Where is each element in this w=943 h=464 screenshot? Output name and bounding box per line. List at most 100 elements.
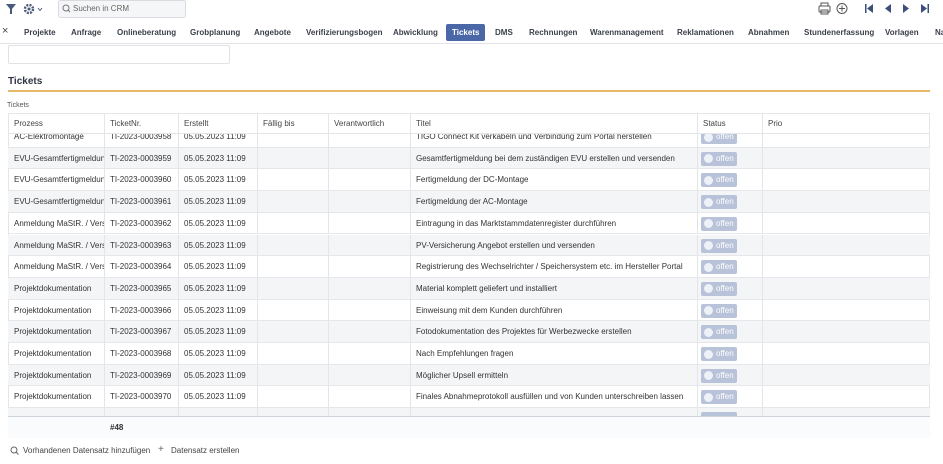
print-icon[interactable]: [818, 2, 831, 15]
prev-icon[interactable]: [885, 4, 891, 13]
tab[interactable]: Tickets: [446, 24, 486, 41]
status-knob: [704, 134, 713, 142]
column-divider: [257, 113, 258, 133]
cell-ticket-nr: TI-2023-0003963: [110, 240, 172, 250]
tab[interactable]: Na: [935, 28, 943, 37]
section-title: Tickets: [8, 76, 43, 87]
status-badge[interactable]: offen: [701, 173, 737, 188]
cell-titel: Fertigmeldung der AC-Montage: [416, 197, 528, 207]
link-icon: [10, 446, 19, 455]
tab[interactable]: Vorlagen: [885, 28, 919, 37]
table-row[interactable]: Anmeldung MaStR. / Versic TI-2023-0003962…: [8, 212, 930, 235]
table-row[interactable]: Projektdokumentation TI-2023-0003970 05.05…: [8, 386, 930, 409]
tab[interactable]: Abwicklung: [393, 28, 438, 37]
column-divider: [410, 134, 411, 147]
table-row[interactable]: Projektdokumentation TI-2023-0003968 05.05…: [8, 343, 930, 365]
column-divider: [328, 321, 329, 342]
column-divider: [410, 147, 411, 169]
table-row[interactable]: Projektdokumentation TI-2023-0003965 05.05…: [8, 277, 930, 300]
column-divider: [697, 299, 698, 321]
first-icon[interactable]: [865, 4, 873, 13]
column-header[interactable]: Verantwortlich: [334, 119, 385, 128]
column-divider: [762, 212, 763, 234]
column-divider: [410, 321, 411, 342]
column-divider: [104, 113, 105, 133]
last-icon[interactable]: [921, 4, 929, 13]
table-row[interactable]: EVU-Gesamtfertigmeldung TI-2023-0003959 05…: [8, 147, 930, 170]
tab[interactable]: Verifizierungsbogen: [306, 28, 383, 37]
tab[interactable]: Projekte: [24, 28, 56, 37]
filter-input[interactable]: [8, 45, 230, 64]
cell-ticket-nr: TI-2023-0003968: [110, 349, 172, 358]
tab[interactable]: Reklamationen: [677, 28, 734, 37]
tab[interactable]: DMS: [495, 28, 513, 37]
search-box[interactable]: [58, 0, 186, 18]
filter-icon[interactable]: [6, 4, 16, 14]
add-existing-link[interactable]: Vorhandenen Datensatz hinzufügen: [23, 446, 151, 455]
tab[interactable]: Warenmanagement: [590, 28, 664, 37]
status-badge[interactable]: offen: [701, 303, 737, 318]
cell-erstellt: 05.05.2023 11:09: [184, 392, 246, 402]
status-badge[interactable]: offen: [701, 260, 737, 275]
table-row[interactable]: Projektdokumentation TI-2023-0003969 05.05…: [8, 364, 930, 387]
status-badge[interactable]: offen: [701, 216, 737, 231]
status-knob: [704, 371, 713, 381]
tab[interactable]: Angebote: [254, 28, 291, 37]
status-badge[interactable]: offen: [701, 238, 737, 253]
status-badge[interactable]: offen: [701, 347, 737, 361]
close-tab[interactable]: ×: [2, 25, 9, 37]
column-divider: [762, 408, 763, 416]
column-header[interactable]: Status: [703, 119, 726, 128]
status-knob: [704, 241, 713, 250]
column-header[interactable]: Erstellt: [184, 119, 209, 128]
status-knob: [704, 306, 713, 316]
column-divider: [104, 212, 105, 234]
tab[interactable]: Abnahmen: [748, 28, 790, 37]
status-badge[interactable]: offen: [701, 325, 737, 340]
status-badge[interactable]: offen: [701, 195, 737, 210]
table-row[interactable]: Anmeldung MaStR. / Versic TI-2023-0003964…: [8, 256, 930, 278]
tab[interactable]: Onlineberatung: [117, 28, 177, 37]
column-divider: [328, 134, 329, 147]
status-badge[interactable]: offen: [701, 390, 737, 405]
tab[interactable]: Grobplanung: [190, 28, 241, 37]
table-row[interactable]: Anmeldung MaStR. / Versic TI-2023-0003963…: [8, 234, 930, 257]
cell-erstellt: 05.05.2023 11:09: [184, 327, 246, 337]
column-divider: [328, 212, 329, 234]
table-body: AC-Elektromontage TI-2023-0003958 05.05.20…: [0, 134, 943, 416]
column-divider: [697, 256, 698, 277]
status-knob: [704, 197, 713, 207]
next-icon[interactable]: [903, 4, 909, 13]
settings-caret[interactable]: [37, 7, 43, 12]
add-icon[interactable]: [836, 3, 848, 14]
column-header[interactable]: Titel: [416, 119, 431, 128]
cell-ticket-nr: TI-2023-0003960: [110, 175, 172, 185]
table-row[interactable]: AC-Elektromontage TI-2023-0003958 05.05.20…: [8, 134, 930, 148]
column-header[interactable]: TicketNr.: [110, 119, 142, 128]
table-row[interactable]: [8, 408, 930, 416]
table-row[interactable]: Projektdokumentation TI-2023-0003967 05.05…: [8, 321, 930, 343]
status-text: offen: [716, 370, 734, 380]
column-header[interactable]: Prio: [768, 119, 783, 128]
create-link[interactable]: Datensatz erstellen: [171, 446, 240, 455]
status-badge[interactable]: offen: [701, 281, 737, 296]
status-badge[interactable]: offen: [701, 151, 737, 166]
status-badge[interactable]: offen: [701, 134, 737, 144]
cell-prozess: EVU-Gesamtfertigmeldung: [14, 153, 104, 163]
section-underline: [8, 90, 930, 92]
column-divider: [257, 169, 258, 191]
column-divider: [697, 386, 698, 408]
table-row[interactable]: EVU-Gesamtfertigmeldung TI-2023-0003960 05…: [8, 169, 930, 192]
tab[interactable]: Rechnungen: [529, 28, 578, 37]
column-divider: [762, 256, 763, 277]
table-row[interactable]: EVU-Gesamtfertigmeldung TI-2023-0003961 05…: [8, 191, 930, 213]
table-row[interactable]: Projektdokumentation TI-2023-0003966 05.05…: [8, 299, 930, 322]
tab[interactable]: Stundenerfassung: [804, 28, 875, 37]
column-header[interactable]: Prozess: [14, 119, 43, 128]
status-badge[interactable]: offen: [701, 368, 737, 383]
column-divider: [257, 212, 258, 234]
column-divider: [328, 256, 329, 277]
settings-icon[interactable]: [23, 3, 35, 15]
tab[interactable]: Anfrage: [71, 28, 102, 37]
column-header[interactable]: Fällig bis: [263, 119, 295, 128]
